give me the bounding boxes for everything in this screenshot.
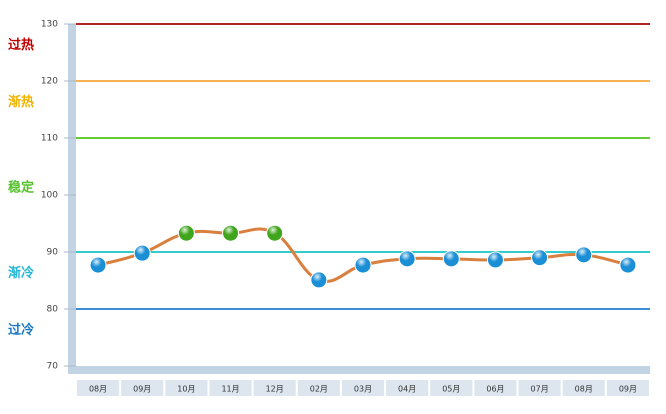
x-tick-box — [209, 380, 252, 396]
y-tick-label: 70 — [47, 362, 59, 372]
zone-label: 渐冷 — [8, 265, 34, 281]
x-tick-label: 03月 — [354, 385, 372, 394]
y-tick-label: 80 — [47, 305, 59, 315]
y-tick-label: 120 — [41, 77, 58, 87]
marker-shine — [531, 249, 548, 266]
x-tick-label: 07月 — [531, 385, 549, 394]
zone-label: 稳定 — [8, 180, 34, 196]
y-tick-label: 130 — [41, 20, 58, 30]
x-tick-label: 09月 — [619, 385, 637, 394]
y-tick-label: 90 — [47, 248, 59, 258]
marker-shine — [575, 246, 592, 263]
x-tick-label: 10月 — [177, 385, 195, 394]
x-tick-label: 08月 — [575, 385, 593, 394]
x-tick-box — [606, 380, 649, 396]
x-tick-box — [518, 380, 561, 396]
x-tick-box — [297, 380, 340, 396]
x-tick-box — [165, 380, 208, 396]
x-tick-box — [430, 380, 473, 396]
y-tick-label: 110 — [41, 134, 58, 144]
marker-shine — [399, 250, 416, 267]
marker-shine — [90, 257, 107, 274]
marker-shine — [266, 225, 283, 242]
marker-shine — [443, 250, 460, 267]
zone-label: 过热 — [8, 37, 34, 53]
x-axis-bar — [76, 366, 650, 374]
x-tick-label: 12月 — [266, 385, 284, 394]
zone-label: 渐热 — [8, 94, 34, 110]
x-tick-box — [121, 380, 164, 396]
marker-shine — [222, 225, 239, 242]
x-tick-label: 09月 — [133, 385, 151, 394]
marker-shine — [355, 257, 371, 274]
x-tick-box — [562, 380, 605, 396]
marker-shine — [487, 251, 504, 268]
x-tick-box — [474, 380, 517, 396]
marker-shine — [310, 271, 327, 288]
x-tick-box — [253, 380, 296, 396]
x-tick-label: 02月 — [310, 385, 328, 394]
marker-shine — [178, 225, 195, 242]
marker-shine — [619, 257, 636, 274]
y-tick-label: 100 — [41, 191, 58, 201]
x-tick-label: 05月 — [442, 385, 460, 394]
y-axis-bar — [68, 24, 76, 374]
x-tick-box — [77, 380, 120, 396]
x-tick-label: 04月 — [398, 385, 416, 394]
x-tick-label: 11月 — [221, 385, 239, 394]
x-tick-label: 06月 — [486, 385, 504, 394]
x-tick-box — [341, 380, 385, 396]
x-tick-box — [386, 380, 429, 396]
x-tick-label: 08月 — [89, 385, 107, 394]
marker-shine — [134, 245, 151, 262]
zone-label: 过冷 — [8, 322, 34, 338]
